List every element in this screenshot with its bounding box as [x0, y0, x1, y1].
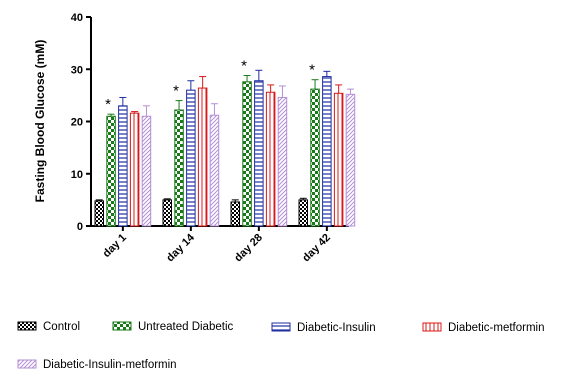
legend-swatch	[112, 321, 132, 331]
y-tick-label: 30	[71, 64, 83, 76]
legend-label: Untreated Diabetic	[138, 321, 233, 333]
legend-swatch	[17, 321, 37, 331]
y-axis-label: Fasting Blood Glucose (mM)	[33, 40, 47, 203]
x-tick-label: day 42	[300, 232, 333, 265]
bar	[209, 114, 220, 227]
y-tick-label: 20	[71, 117, 83, 129]
significance-marker: *	[173, 83, 179, 100]
y-tick-label: 10	[71, 169, 83, 181]
bar	[322, 76, 332, 227]
legend-label: Diabetic-Insulin	[297, 322, 376, 334]
legend-swatch	[422, 322, 442, 332]
legend-label: Control	[43, 321, 80, 333]
x-tick-label: day 1	[101, 232, 129, 260]
bar	[242, 81, 252, 227]
significance-marker: *	[241, 58, 247, 75]
legend-label: Diabetic-metformin	[448, 322, 545, 334]
bar	[333, 92, 344, 227]
bar	[141, 115, 152, 227]
plot-area: 0 10 20 30 40 * * * * day 1 day 14 day 28 day 42	[71, 12, 356, 265]
bar	[118, 105, 128, 227]
bar	[310, 88, 320, 227]
bar	[298, 199, 308, 227]
bar	[174, 109, 184, 227]
x-tick-label: day 28	[232, 232, 265, 265]
legend-swatch	[271, 322, 291, 332]
bar	[345, 93, 356, 227]
y-tick-label: 40	[71, 12, 83, 24]
y-tick-label: 0	[77, 221, 83, 233]
bar	[254, 80, 264, 227]
significance-marker: *	[105, 96, 111, 113]
bar	[129, 112, 140, 227]
legend-label: Diabetic-Insulin-metformin	[43, 359, 177, 371]
legend-swatch	[17, 359, 37, 369]
bar	[94, 200, 104, 227]
x-tick-label: day 14	[164, 231, 197, 264]
bar	[265, 91, 276, 227]
bar	[106, 115, 116, 227]
bar	[186, 89, 196, 227]
bar	[197, 87, 208, 227]
bar	[162, 199, 172, 227]
bar	[230, 201, 240, 227]
bar	[277, 96, 288, 227]
legend: Control Untreated Diabetic Diabetic-Insuli…	[17, 321, 545, 371]
significance-marker: *	[309, 62, 315, 79]
